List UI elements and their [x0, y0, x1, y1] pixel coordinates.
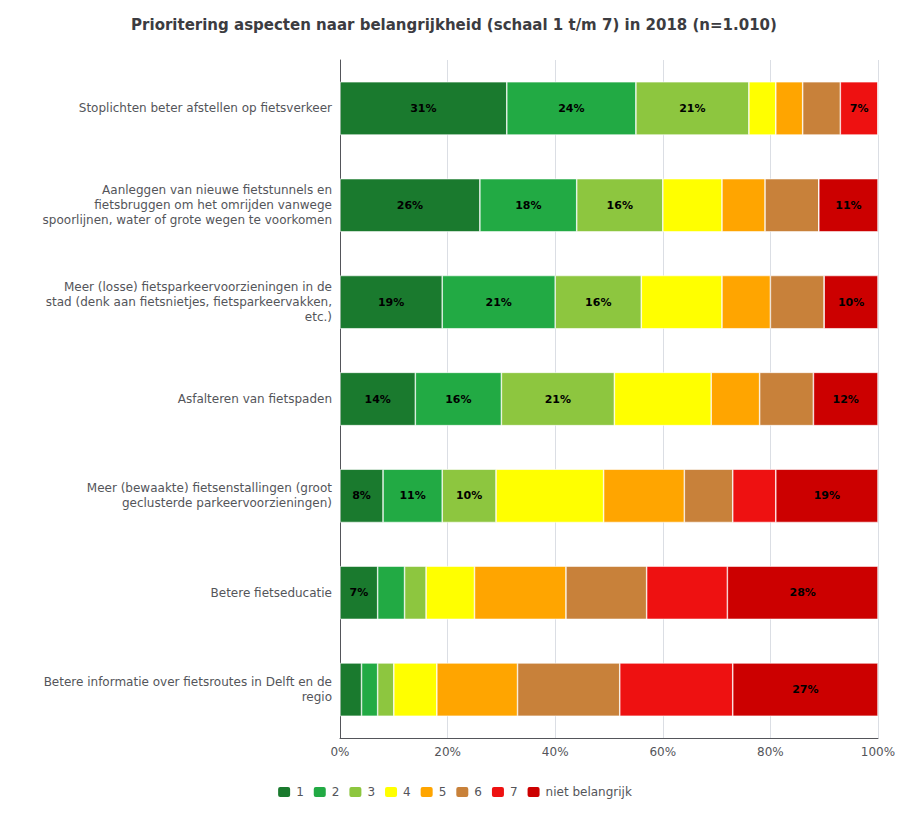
- svg-text:16%: 16%: [585, 296, 611, 309]
- svg-text:3: 3: [367, 785, 375, 799]
- svg-text:Asfalteren van fietspaden: Asfalteren van fietspaden: [178, 392, 332, 406]
- svg-text:16%: 16%: [607, 199, 633, 212]
- svg-text:fietsbruggen om het omrijden v: fietsbruggen om het omrijden vanwege: [94, 198, 332, 212]
- svg-text:21%: 21%: [486, 296, 512, 309]
- svg-text:etc.): etc.): [305, 310, 332, 324]
- svg-text:Prioritering aspecten naar bel: Prioritering aspecten naar belangrijkhei…: [131, 16, 777, 34]
- svg-text:21%: 21%: [679, 102, 705, 115]
- svg-text:spoorlijnen, water of grote we: spoorlijnen, water of grote wegen te voo…: [43, 213, 332, 227]
- svg-text:0%: 0%: [330, 745, 349, 759]
- svg-text:7: 7: [510, 785, 518, 799]
- svg-text:26%: 26%: [397, 199, 423, 212]
- svg-text:10%: 10%: [456, 489, 482, 502]
- svg-text:14%: 14%: [364, 393, 390, 406]
- svg-text:80%: 80%: [757, 745, 784, 759]
- svg-text:Betere fietseducatie: Betere fietseducatie: [211, 586, 332, 600]
- svg-text:10%: 10%: [838, 296, 864, 309]
- svg-text:21%: 21%: [545, 393, 571, 406]
- svg-text:Stoplichten beter afstellen op: Stoplichten beter afstellen op fietsverk…: [79, 101, 332, 115]
- svg-text:19%: 19%: [814, 489, 840, 502]
- svg-text:18%: 18%: [515, 199, 541, 212]
- svg-text:8%: 8%: [352, 489, 371, 502]
- svg-text:6: 6: [474, 785, 482, 799]
- svg-text:7%: 7%: [850, 102, 869, 115]
- svg-text:12%: 12%: [833, 393, 859, 406]
- svg-text:100%: 100%: [861, 745, 895, 759]
- svg-text:16%: 16%: [445, 393, 471, 406]
- svg-text:Meer (losse) fietsparkeervoorz: Meer (losse) fietsparkeervoorzieningen i…: [64, 280, 332, 294]
- svg-text:11%: 11%: [835, 199, 861, 212]
- svg-text:60%: 60%: [649, 745, 676, 759]
- svg-text:7%: 7%: [349, 586, 368, 599]
- svg-text:40%: 40%: [542, 745, 569, 759]
- svg-text:1: 1: [296, 785, 304, 799]
- svg-text:28%: 28%: [790, 586, 816, 599]
- svg-text:11%: 11%: [399, 489, 425, 502]
- svg-text:niet belangrijk: niet belangrijk: [546, 785, 632, 799]
- svg-text:24%: 24%: [558, 102, 584, 115]
- svg-text:5: 5: [439, 785, 447, 799]
- svg-text:Aanleggen van nieuwe fietstunn: Aanleggen van nieuwe fietstunnels en: [102, 183, 332, 197]
- svg-text:Meer (bewaakte) fietsenstallin: Meer (bewaakte) fietsenstallingen (groot: [87, 481, 332, 495]
- svg-text:geclusterde parkeervoorziening: geclusterde parkeervoorzieningen): [122, 496, 332, 510]
- svg-text:2: 2: [332, 785, 340, 799]
- svg-text:19%: 19%: [378, 296, 404, 309]
- svg-text:31%: 31%: [410, 102, 436, 115]
- svg-text:Betere informatie over fietsro: Betere informatie over fietsroutes in De…: [44, 675, 332, 689]
- svg-text:regio: regio: [302, 690, 332, 704]
- svg-text:20%: 20%: [434, 745, 461, 759]
- svg-text:27%: 27%: [792, 683, 818, 696]
- svg-text:4: 4: [403, 785, 411, 799]
- svg-text:stad (denk aan fietsnietjes, f: stad (denk aan fietsnietjes, fietsparkee…: [46, 295, 332, 309]
